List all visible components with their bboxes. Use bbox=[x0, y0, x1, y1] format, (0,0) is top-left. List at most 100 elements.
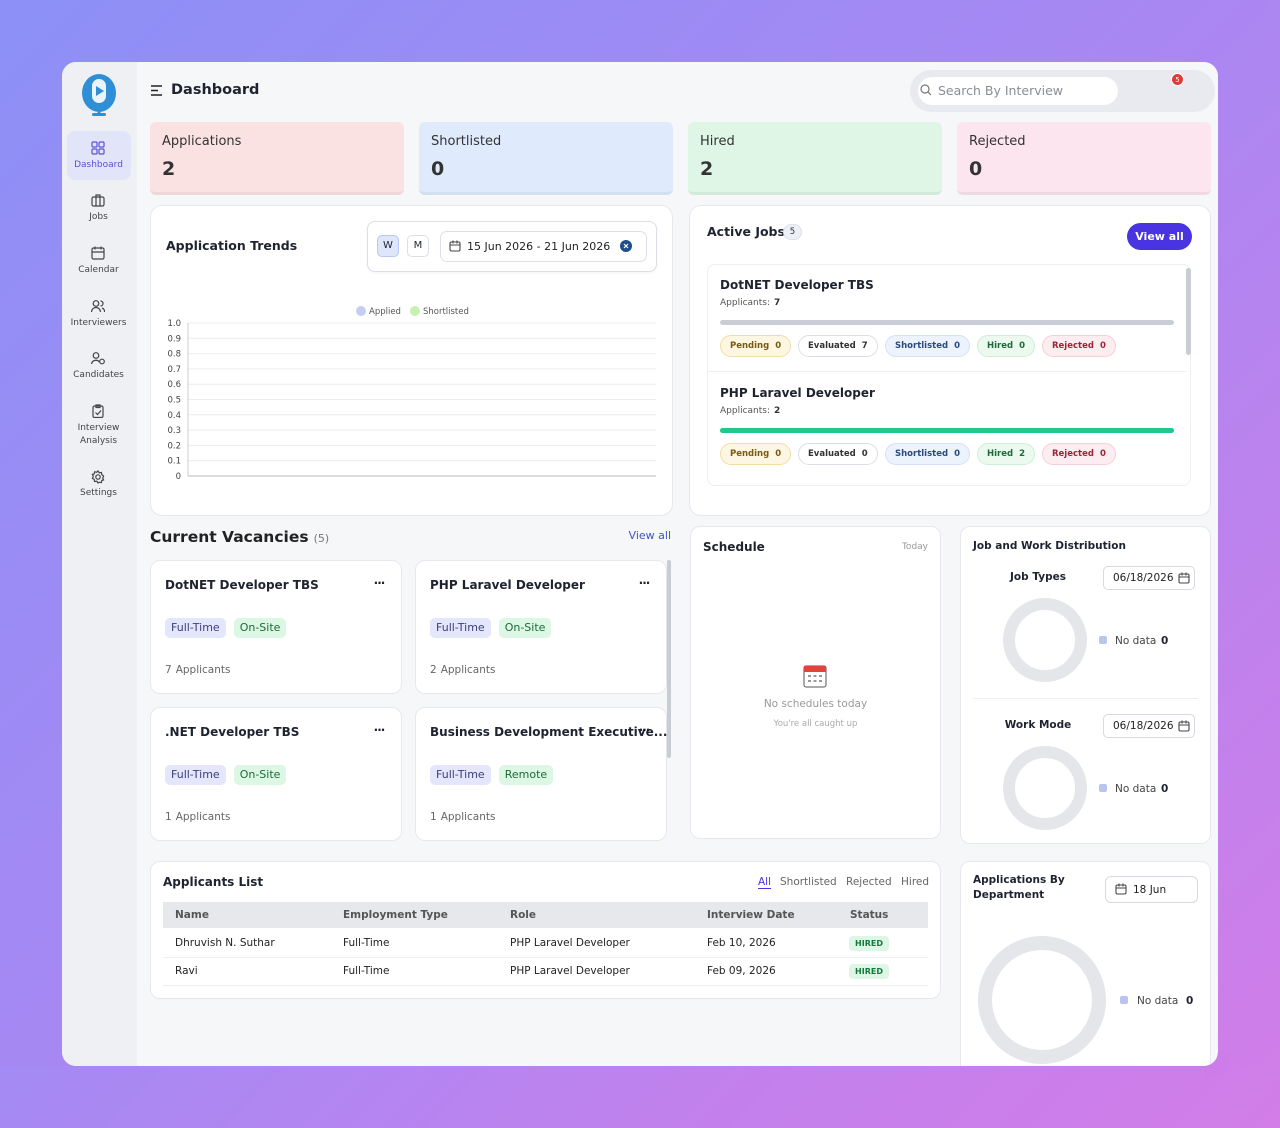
calendar-icon bbox=[1178, 572, 1190, 584]
table-cell: Feb 10, 2026 bbox=[707, 937, 776, 949]
nav-label[interactable]: Dashboard bbox=[74, 160, 123, 170]
calendar-icon bbox=[1178, 720, 1190, 732]
legend-label: No data bbox=[1115, 783, 1157, 795]
legend-swatch bbox=[356, 306, 366, 316]
more-icon[interactable]: ··· bbox=[373, 576, 386, 590]
nav-label[interactable]: Interviewers bbox=[70, 318, 127, 328]
nav-icon[interactable] bbox=[91, 351, 105, 365]
nav-label[interactable]: Jobs bbox=[89, 212, 108, 222]
more-icon[interactable]: ··· bbox=[373, 723, 386, 737]
vacancy-tags: Full-Time On-Site bbox=[165, 763, 294, 785]
vacancies-scrollbar bbox=[667, 560, 671, 758]
status-badge-label: HIRED bbox=[855, 939, 883, 948]
search-placeholder: Search By Interview bbox=[938, 83, 1063, 98]
applicants-title: Applicants List bbox=[163, 875, 264, 889]
period-button[interactable] bbox=[407, 235, 429, 257]
table-cell: Full-Time bbox=[343, 965, 390, 977]
status-label: Pending bbox=[730, 341, 770, 351]
view-all-button[interactable] bbox=[1127, 223, 1192, 250]
applicants-count: 1 bbox=[430, 811, 437, 823]
sidebar-active bbox=[67, 131, 131, 180]
job-applicants: Applicants: 7 bbox=[720, 294, 780, 312]
view-all-label[interactable]: View all bbox=[1135, 229, 1184, 243]
applicants-label: Applicants bbox=[175, 811, 231, 823]
vacancy-title: Business Development Executive... bbox=[430, 725, 668, 739]
date-range: 15 Jun 2026 - 21 Jun 2026 bbox=[467, 239, 611, 253]
status-value: 0 bbox=[1099, 449, 1106, 459]
date-input[interactable] bbox=[1103, 566, 1195, 590]
table-cell: Full-Time bbox=[343, 937, 390, 949]
y-tick-label: 0.6 bbox=[167, 380, 181, 390]
filter-tab[interactable]: Rejected bbox=[846, 876, 892, 888]
status-value: 0 bbox=[775, 341, 782, 351]
tag: On-Site bbox=[233, 765, 287, 785]
nav-label[interactable]: Candidates bbox=[73, 370, 124, 380]
applicants-count: 1 bbox=[165, 811, 172, 823]
status-label: Shortlisted bbox=[895, 449, 949, 459]
period-label[interactable]: W bbox=[383, 240, 393, 251]
trends-title: Application Trends bbox=[166, 238, 298, 253]
nav-label[interactable]: Calendar bbox=[78, 265, 119, 275]
status-value: 7 bbox=[861, 341, 868, 351]
status-label: Shortlisted bbox=[895, 341, 949, 351]
section-title: Work Mode bbox=[1004, 719, 1072, 731]
status-value: 0 bbox=[861, 449, 868, 459]
applicants-label: Applicants bbox=[175, 664, 231, 676]
page-title: Dashboard bbox=[171, 82, 260, 98]
table-cell: Dhruvish N. Suthar bbox=[175, 937, 275, 949]
window-bottom-mask bbox=[0, 1066, 1280, 1128]
y-tick-label: 0.5 bbox=[167, 396, 181, 406]
clear-icon[interactable] bbox=[620, 240, 632, 252]
donut bbox=[978, 936, 1106, 1064]
search-input[interactable] bbox=[918, 77, 1118, 105]
department-date-value: 18 Jun bbox=[1133, 883, 1167, 896]
legend-swatch bbox=[1099, 784, 1107, 792]
section-separator bbox=[973, 698, 1198, 699]
schedule-note: You're all caught up bbox=[773, 719, 858, 729]
calendar-icon bbox=[1115, 883, 1127, 895]
department-date[interactable] bbox=[1105, 876, 1198, 903]
applicants-count: 2 bbox=[430, 664, 437, 676]
tag: On-Site bbox=[498, 618, 552, 638]
more-icon[interactable]: ··· bbox=[638, 576, 651, 590]
nav-icon[interactable] bbox=[91, 193, 105, 207]
table-header bbox=[163, 902, 928, 928]
nav-label[interactable]: Settings bbox=[80, 488, 117, 498]
nav-icon[interactable] bbox=[91, 246, 105, 260]
nav-icon[interactable] bbox=[91, 470, 105, 484]
logo bbox=[82, 74, 116, 116]
applicants-count: 2 bbox=[774, 406, 781, 416]
status-label: Hired bbox=[987, 449, 1014, 459]
tag: Remote bbox=[498, 765, 554, 785]
stat-card bbox=[150, 122, 404, 195]
vacancy-title: .NET Developer TBS bbox=[165, 725, 300, 739]
stat-card bbox=[419, 122, 673, 195]
filter-tab[interactable]: Shortlisted bbox=[780, 876, 837, 888]
nav-icon[interactable] bbox=[91, 299, 105, 313]
y-tick-label: 0.2 bbox=[167, 441, 181, 451]
schedule-empty: No schedules today bbox=[763, 698, 868, 710]
filter-tab[interactable]: Hired bbox=[901, 876, 930, 888]
y-tick-label: 0.1 bbox=[167, 457, 181, 467]
status-pill: Shortlisted 0 bbox=[885, 335, 970, 357]
status-value: 0 bbox=[954, 341, 960, 351]
filter-tab[interactable]: All bbox=[758, 876, 772, 888]
date-input[interactable] bbox=[1103, 714, 1195, 738]
vacancies-link[interactable]: View all bbox=[628, 529, 671, 542]
period-button[interactable] bbox=[377, 235, 399, 257]
vacancy-applicants: 2 Applicants bbox=[430, 661, 495, 679]
date-range-box[interactable] bbox=[440, 231, 647, 262]
status-badge-label: HIRED bbox=[855, 967, 883, 976]
nav-icon[interactable] bbox=[91, 141, 105, 155]
legend-label: Applied bbox=[369, 307, 401, 317]
vacancy-tags: Full-Time On-Site bbox=[165, 616, 294, 638]
stat-label: Rejected bbox=[969, 134, 1026, 149]
nav-label[interactable]: Interview Analysis bbox=[77, 423, 120, 446]
more-icon[interactable]: ··· bbox=[638, 723, 651, 737]
job-title: DotNET Developer TBS bbox=[720, 278, 874, 292]
period-label[interactable]: M bbox=[413, 240, 423, 251]
nav-icon[interactable] bbox=[91, 404, 105, 418]
menu-icon[interactable] bbox=[151, 85, 163, 96]
tag: On-Site bbox=[233, 618, 287, 638]
